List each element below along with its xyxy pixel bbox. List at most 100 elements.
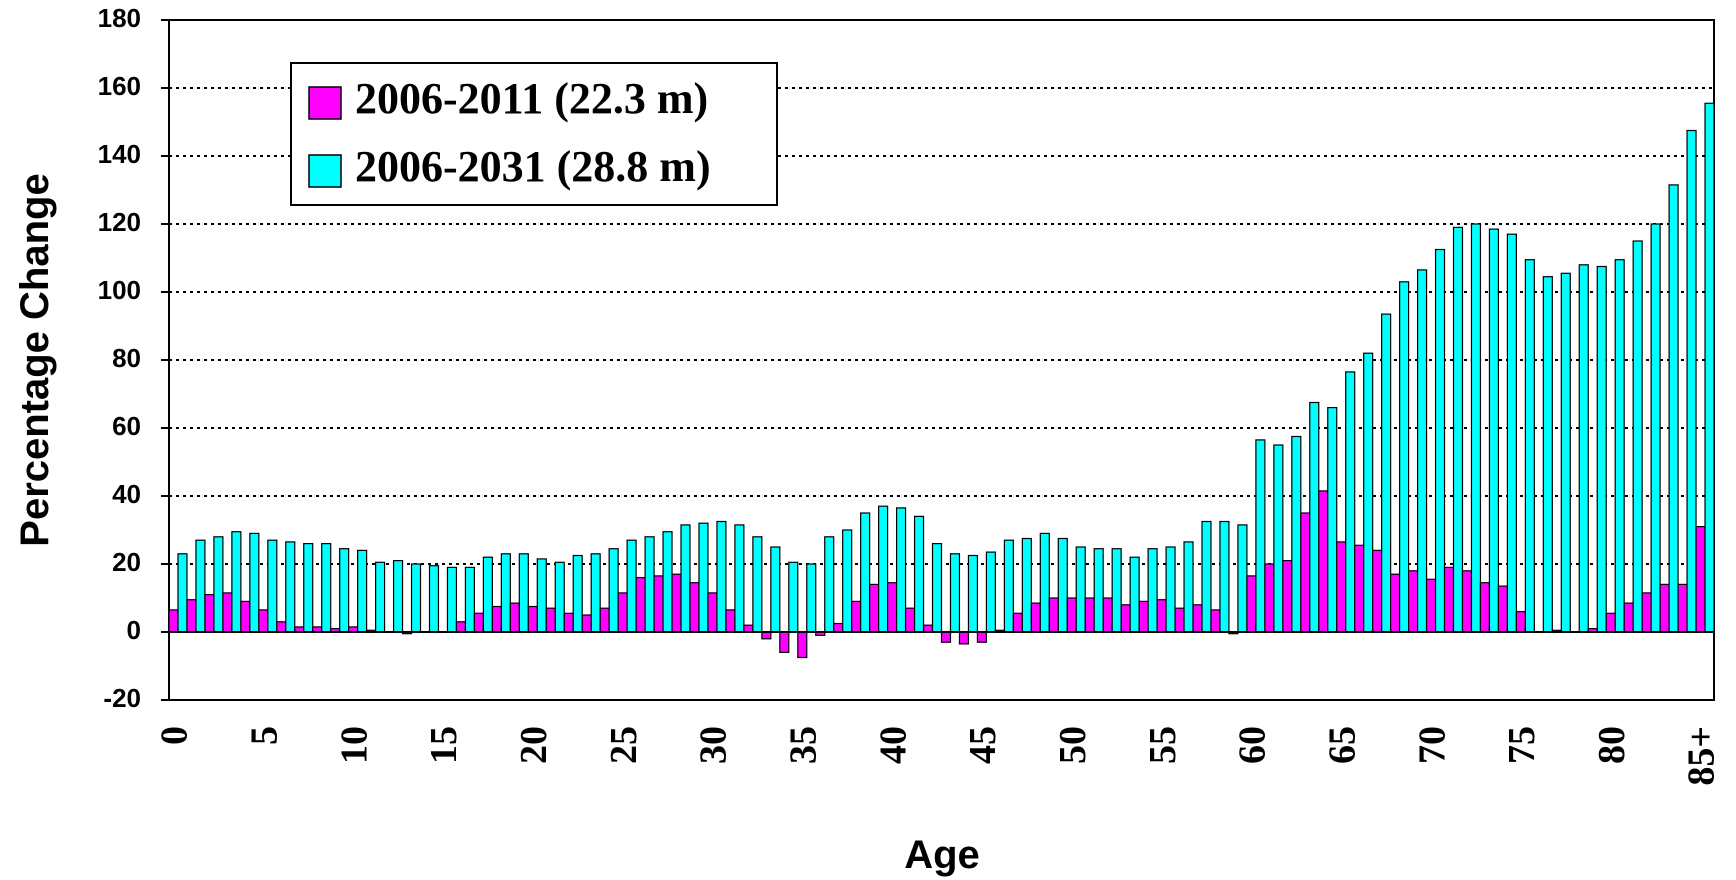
bar [1461, 570, 1473, 633]
bar [734, 524, 745, 633]
bar [1452, 226, 1464, 633]
bar [1372, 549, 1383, 633]
bar [1614, 259, 1625, 633]
x-tick-label: 5 [244, 726, 286, 745]
bar [536, 558, 547, 633]
bar [357, 549, 368, 633]
x-tick-label: 35 [782, 726, 824, 764]
bar [527, 605, 538, 633]
bar [1641, 592, 1652, 633]
bar [662, 531, 673, 633]
bar [1309, 401, 1320, 633]
bar [222, 592, 233, 633]
bar [626, 539, 637, 633]
bar [1542, 276, 1553, 633]
bar [1345, 371, 1356, 633]
bar [1210, 609, 1221, 633]
bar [590, 553, 601, 633]
bar [752, 536, 763, 633]
bar [671, 573, 682, 633]
bar [869, 583, 880, 633]
bar [168, 609, 179, 633]
x-tick-label: 0 [154, 726, 196, 745]
bar [545, 607, 556, 633]
y-tick-label: 140 [98, 139, 141, 169]
bar [392, 559, 404, 633]
bar [1039, 532, 1050, 633]
bar [276, 621, 287, 633]
x-tick-label: 75 [1501, 726, 1543, 764]
bar [1596, 265, 1607, 633]
bar [842, 529, 853, 633]
bar [1560, 272, 1571, 633]
legend-swatch [308, 86, 342, 120]
bar [1102, 597, 1113, 633]
x-tick-label: 80 [1591, 726, 1633, 764]
bar [887, 582, 898, 633]
bar [1021, 537, 1032, 633]
bar [1183, 541, 1194, 633]
bar [1156, 599, 1167, 633]
y-tick-label: 100 [98, 275, 141, 305]
x-tick-label: 65 [1321, 726, 1363, 764]
bar [1255, 439, 1266, 633]
bar [374, 561, 386, 633]
bar [689, 582, 700, 633]
bar [1084, 597, 1095, 633]
bar [851, 600, 862, 633]
bar [608, 548, 619, 633]
bar [1165, 546, 1176, 633]
bar [267, 539, 278, 633]
bar [599, 607, 610, 633]
bar [824, 536, 835, 633]
bar [1012, 612, 1023, 633]
bar [967, 554, 979, 633]
bar [231, 531, 242, 633]
bar [940, 631, 952, 643]
bar [958, 631, 970, 645]
bar [554, 561, 565, 633]
bar [1327, 407, 1338, 633]
x-tick-label: 50 [1052, 726, 1094, 764]
bar [1416, 269, 1428, 633]
bar [797, 631, 808, 659]
legend-label: 2006-2031 (28.8 m) [355, 142, 711, 191]
bar [428, 565, 440, 633]
bar [1381, 313, 1392, 633]
y-tick-label: -20 [103, 683, 141, 713]
bar [860, 512, 871, 633]
x-tick-label: 55 [1142, 726, 1184, 764]
bar [635, 576, 646, 633]
bar [1066, 597, 1077, 633]
bar [455, 621, 467, 633]
y-tick-label: 40 [112, 479, 141, 509]
bar [258, 609, 269, 633]
bar [788, 561, 799, 633]
bar [1291, 435, 1302, 633]
bar [1659, 583, 1670, 633]
bar [1003, 539, 1014, 633]
bar [680, 524, 691, 633]
bar [1407, 570, 1419, 633]
bar [878, 505, 889, 633]
bar [1246, 575, 1257, 633]
bar [1443, 566, 1455, 633]
bar [1695, 525, 1706, 633]
y-tick-label: 0 [127, 615, 141, 645]
bar [186, 599, 197, 633]
x-tick-label: 40 [872, 726, 914, 764]
bar [1470, 223, 1482, 633]
bar [1219, 520, 1230, 633]
bar [976, 631, 988, 643]
bar [1677, 583, 1688, 633]
bar [1093, 548, 1104, 633]
bar [285, 541, 296, 633]
bar [1129, 556, 1140, 633]
bar [249, 532, 260, 633]
bar [833, 622, 844, 633]
bar [698, 522, 709, 633]
bar [725, 609, 736, 633]
x-tick-label: 25 [603, 726, 645, 764]
x-tick-label: 10 [333, 726, 375, 764]
bar [1363, 352, 1374, 633]
